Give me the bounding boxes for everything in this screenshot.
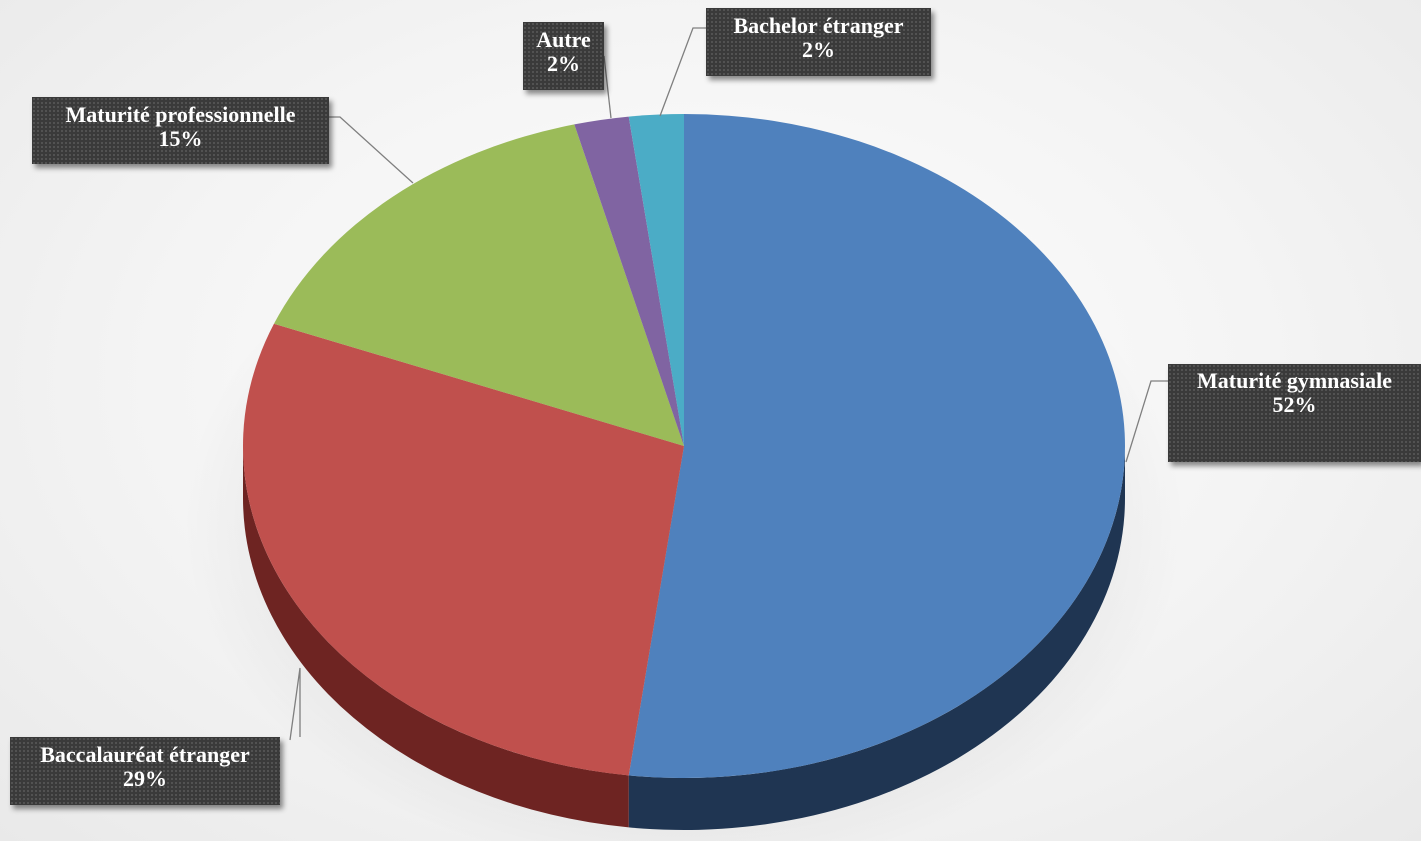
data-label-name: Maturité professionnelle bbox=[65, 102, 296, 127]
leader-line bbox=[289, 667, 301, 741]
data-label-name: Bachelor étranger bbox=[733, 13, 904, 38]
pie-slice bbox=[574, 116, 684, 446]
leader-line bbox=[329, 116, 414, 184]
pie-slice bbox=[628, 114, 1126, 778]
pie-top-faces bbox=[243, 114, 1126, 778]
data-label-percent: 15% bbox=[158, 126, 203, 151]
data-label-maturite-gymnasiale: Maturité gymnasiale 52% bbox=[1168, 364, 1421, 462]
data-label-baccalaureat-etranger: Baccalauréat étranger 29% bbox=[10, 737, 280, 805]
pie-slice-side bbox=[628, 446, 1125, 830]
data-label-percent: 2% bbox=[802, 37, 835, 62]
pie-slice bbox=[243, 323, 685, 776]
data-label-percent: 52% bbox=[1272, 392, 1317, 417]
pie-slice-side bbox=[243, 446, 629, 828]
pie-leader-lines bbox=[289, 27, 1168, 741]
data-label-autre: Autre 2% bbox=[523, 22, 604, 90]
data-label-bachelor-etranger: Bachelor étranger 2% bbox=[706, 8, 931, 76]
pie-slice bbox=[273, 124, 684, 446]
pie-side-walls bbox=[243, 446, 1125, 830]
pie-slice bbox=[628, 114, 684, 446]
data-label-percent: 2% bbox=[547, 51, 580, 76]
leader-line bbox=[1125, 380, 1168, 463]
data-label-percent: 29% bbox=[123, 766, 167, 791]
data-label-name: Baccalauréat étranger bbox=[40, 742, 250, 767]
data-label-maturite-professionnelle: Maturité professionnelle 15% bbox=[32, 97, 329, 164]
data-label-name: Maturité gymnasiale bbox=[1197, 368, 1392, 393]
leader-line bbox=[659, 27, 706, 117]
leader-line bbox=[603, 55, 612, 119]
data-label-name: Autre bbox=[536, 27, 591, 52]
